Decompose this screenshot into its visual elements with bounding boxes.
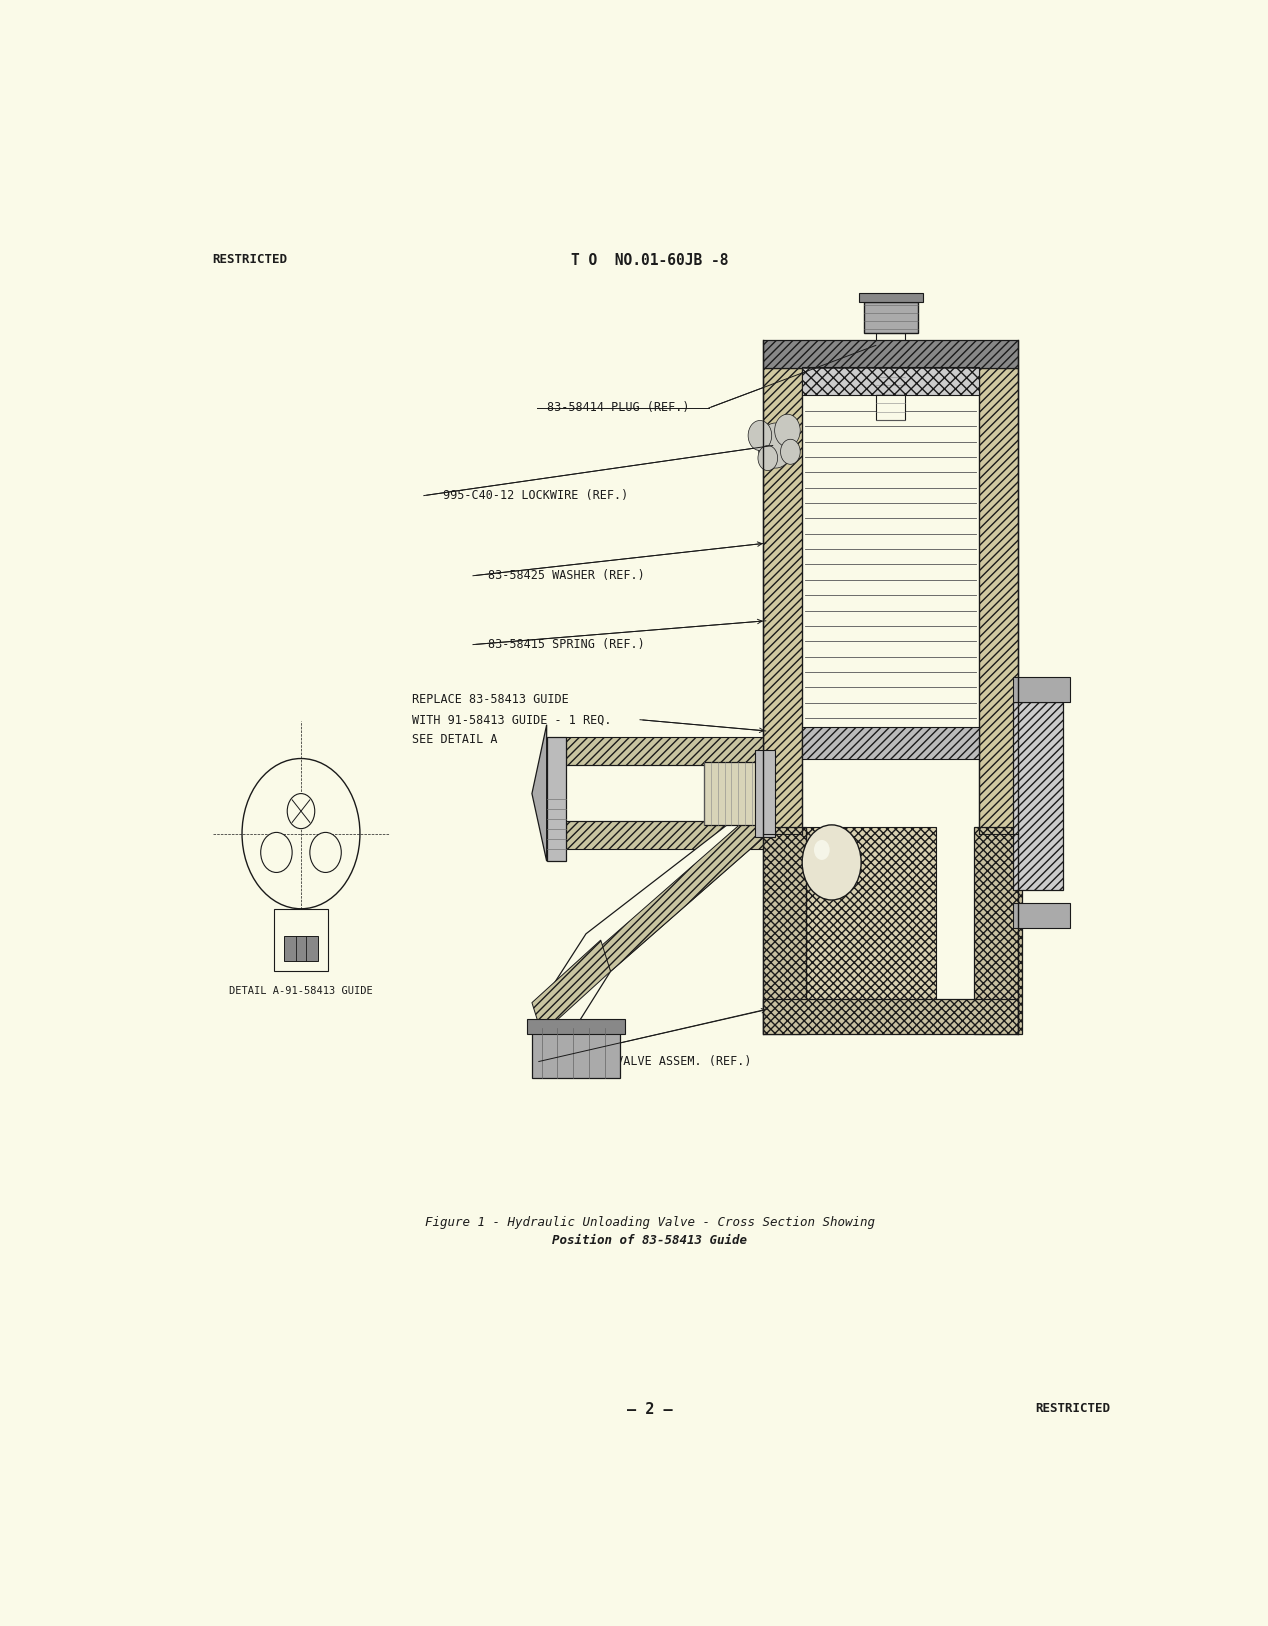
- Circle shape: [748, 421, 772, 450]
- Circle shape: [261, 833, 292, 873]
- Bar: [1013, 676, 1070, 702]
- Bar: [803, 727, 979, 758]
- Bar: [974, 828, 1022, 1034]
- Polygon shape: [533, 725, 547, 862]
- Bar: [704, 763, 763, 824]
- Bar: [803, 395, 979, 733]
- Text: Position of 83-58413 Guide: Position of 83-58413 Guide: [553, 1234, 747, 1247]
- Bar: [567, 821, 763, 849]
- Text: REPLACE 83-58413 GUIDE: REPLACE 83-58413 GUIDE: [412, 693, 569, 706]
- Text: RESTRICTED: RESTRICTED: [213, 252, 288, 265]
- Text: SEE DETAIL A: SEE DETAIL A: [412, 733, 497, 746]
- Bar: [567, 764, 763, 821]
- Text: RESTRICTED: RESTRICTED: [1035, 1402, 1110, 1415]
- Bar: [803, 733, 979, 834]
- Bar: [527, 1020, 625, 1034]
- Circle shape: [758, 423, 794, 468]
- Bar: [533, 1028, 620, 1078]
- Text: 83-58415 SPRING (REF.): 83-58415 SPRING (REF.): [488, 637, 644, 650]
- Text: — 2 —: — 2 —: [628, 1402, 672, 1418]
- Bar: [284, 937, 318, 961]
- Text: 83-58414 PLUG (REF.): 83-58414 PLUG (REF.): [547, 402, 690, 415]
- Text: WITH 91-58413 GUIDE - 1 REQ.: WITH 91-58413 GUIDE - 1 REQ.: [412, 714, 611, 727]
- Bar: [274, 909, 328, 971]
- Bar: [567, 737, 763, 764]
- Polygon shape: [601, 808, 767, 971]
- Bar: [858, 293, 923, 301]
- Circle shape: [758, 446, 777, 470]
- Text: 83-58409 VALVE ASSEM. (REF.): 83-58409 VALVE ASSEM. (REF.): [552, 1055, 751, 1068]
- Circle shape: [814, 841, 829, 860]
- Text: DETAIL A-91-58413 GUIDE: DETAIL A-91-58413 GUIDE: [230, 987, 373, 997]
- Bar: [803, 727, 979, 758]
- Circle shape: [242, 758, 360, 909]
- Polygon shape: [533, 940, 611, 1034]
- Circle shape: [803, 824, 861, 901]
- Text: 995-C40-12 LOCKWIRE (REF.): 995-C40-12 LOCKWIRE (REF.): [444, 489, 629, 502]
- Bar: [864, 301, 918, 333]
- Bar: [763, 828, 806, 1034]
- Bar: [1013, 902, 1070, 927]
- Bar: [763, 340, 1018, 367]
- Bar: [1013, 702, 1063, 889]
- Text: Figure 1 - Hydraulic Unloading Valve - Cross Section Showing: Figure 1 - Hydraulic Unloading Valve - C…: [425, 1216, 875, 1229]
- Bar: [803, 366, 979, 395]
- Circle shape: [309, 833, 341, 873]
- Circle shape: [775, 415, 800, 447]
- Bar: [806, 828, 936, 998]
- Bar: [763, 998, 1018, 1034]
- Bar: [803, 366, 979, 395]
- Circle shape: [781, 439, 800, 465]
- Bar: [547, 737, 567, 862]
- Polygon shape: [541, 808, 767, 1034]
- Text: 83-58425 WASHER (REF.): 83-58425 WASHER (REF.): [488, 569, 644, 582]
- Bar: [876, 333, 905, 421]
- Bar: [754, 750, 775, 837]
- Text: T O  NO.01-60JB -8: T O NO.01-60JB -8: [571, 252, 729, 268]
- Bar: [763, 367, 803, 834]
- Bar: [979, 367, 1018, 834]
- Circle shape: [288, 793, 314, 829]
- Bar: [763, 340, 1018, 367]
